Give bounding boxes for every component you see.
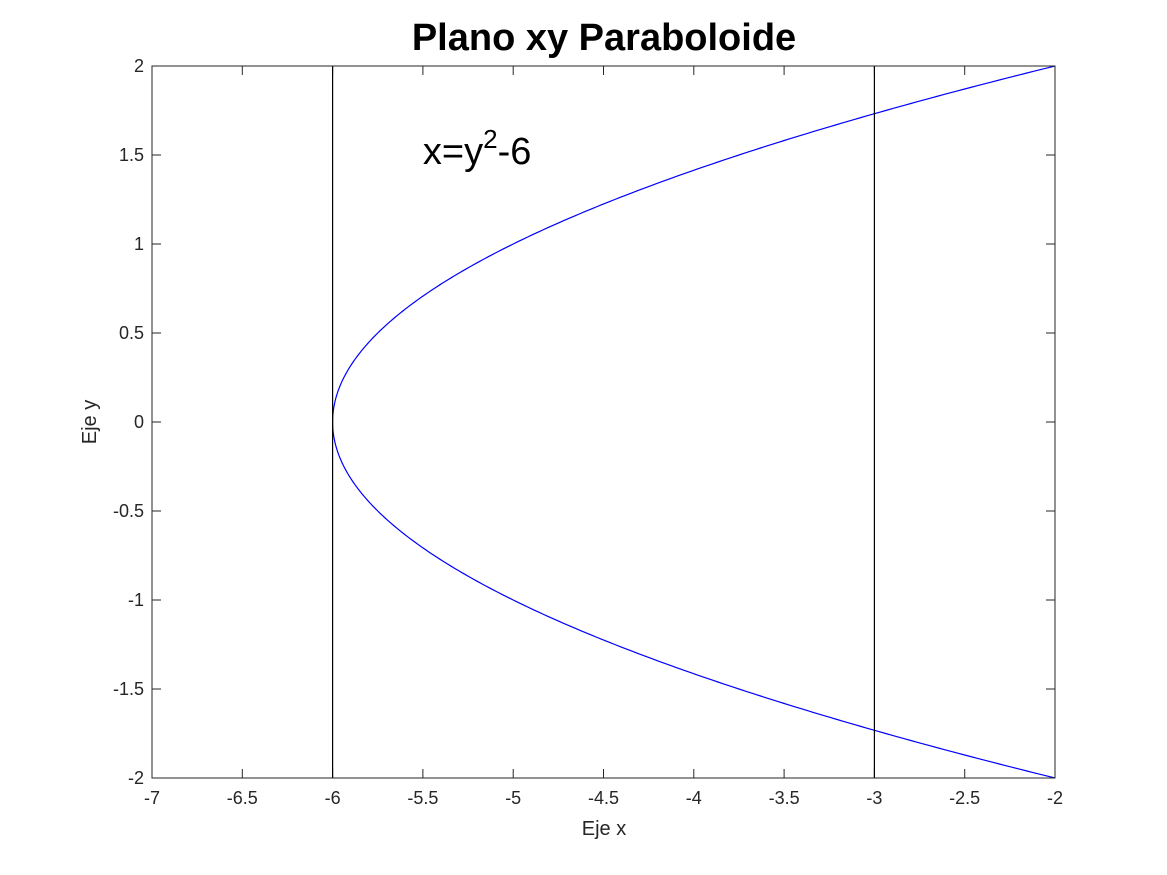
series-group [331,65,1056,779]
equation-superscript: 2 [483,124,497,154]
y-tick-label: 2 [134,56,144,76]
y-tick-label: -1.5 [113,679,144,699]
x-tick-label: -5.5 [407,788,438,808]
x-tick-label: -2 [1047,788,1063,808]
equation-prefix: x=y [423,131,483,173]
x-tick-label: -3 [866,788,882,808]
plot-frame [151,65,1056,779]
x-tick-label: -4.5 [588,788,619,808]
y-tick-label: 1.5 [119,145,144,165]
x-tick-label: -4 [686,788,702,808]
x-tick-label: -2.5 [949,788,980,808]
x-tick-label: -6 [325,788,341,808]
x-axis-label: Eje x [582,818,626,840]
equation-annotation: x=y2-6 [423,124,531,173]
x-axis-ticks: -7 -6.5 -6 -5.5 -5 -4.5 -4 -3.5 -3 -2.5 -2 [144,66,1063,808]
y-tick-label: -0.5 [113,501,144,521]
y-tick-label: -1 [128,590,144,610]
x-tick-label: -3.5 [769,788,800,808]
x-tick-label: -7 [144,788,160,808]
y-axis-ticks: -2 -1.5 -1 -0.5 0 0.5 1 1.5 2 [113,56,1055,788]
y-axis-label: Eje y [79,400,101,444]
x-tick-label: -6.5 [227,788,258,808]
x-tick-label: -5 [505,788,521,808]
chart-title: Plano xy Paraboloide [412,17,796,59]
y-tick-label: 0.5 [119,323,144,343]
plot-area [152,66,1055,778]
y-tick-label: -2 [128,768,144,788]
equation-suffix: -6 [498,131,532,173]
y-tick-label: 0 [134,412,144,432]
y-tick-label: 1 [134,234,144,254]
